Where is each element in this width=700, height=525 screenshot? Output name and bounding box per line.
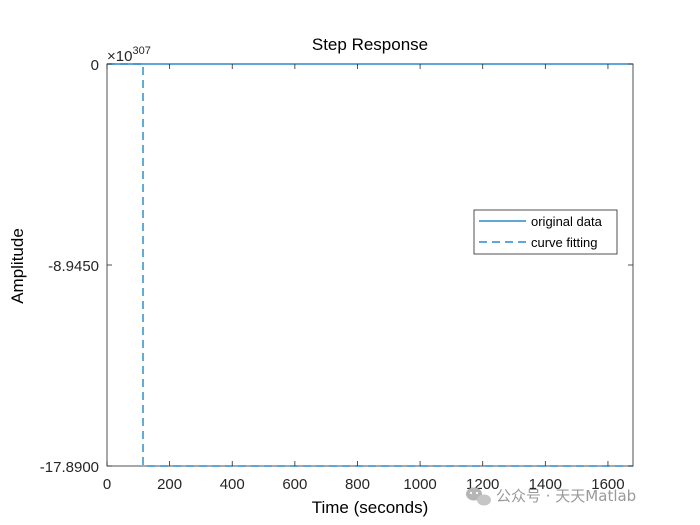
legend-box <box>473 209 618 255</box>
legend-label-original-data: original data <box>531 214 603 229</box>
x-tick-label: 1400 <box>529 476 562 493</box>
tick-marks <box>106 63 633 467</box>
y-multiplier: ×10307 <box>107 45 151 65</box>
watermark-text: 公众号 · 天天Matlab <box>496 487 636 505</box>
x-tick-label: 0 <box>103 476 111 493</box>
y-tick-label: -8.9450 <box>48 258 99 275</box>
chart-title: Step Response <box>312 35 428 54</box>
x-tick-label: 400 <box>220 476 245 493</box>
y-multiplier-base: 10 <box>116 48 133 65</box>
y-multiplier-times: × <box>107 48 116 65</box>
x-tick-label: 1000 <box>403 476 436 493</box>
watermark: 公众号 · 天天Matlab <box>466 487 636 506</box>
legend-label-curve-fitting: curve fitting <box>531 235 597 250</box>
wechat-icon <box>466 487 491 506</box>
axes-box <box>106 63 634 467</box>
x-tick-label: 600 <box>282 476 307 493</box>
plot-area: 0 200 400 600 800 1000 1200 1400 1600 0-8.9450-1… <box>40 57 634 493</box>
x-tick-label: 200 <box>157 476 182 493</box>
y-multiplier-exponent: 307 <box>132 45 150 57</box>
y-tick-label: -17.8900 <box>40 459 99 476</box>
y-multiplier-text: ×10307 <box>107 45 151 65</box>
x-tick-label: 1600 <box>591 476 624 493</box>
y-tick-labels: 0 -8.9450 -17.8900 <box>40 57 99 476</box>
legend: original data curve fitting <box>473 209 618 255</box>
series-line-curve-fitting <box>107 63 633 467</box>
y-axis-label: Amplitude <box>8 228 27 304</box>
x-tick-label: 800 <box>345 476 370 493</box>
x-axis-label: Time (seconds) <box>312 498 429 517</box>
y-tick-label: 0 <box>91 57 99 74</box>
